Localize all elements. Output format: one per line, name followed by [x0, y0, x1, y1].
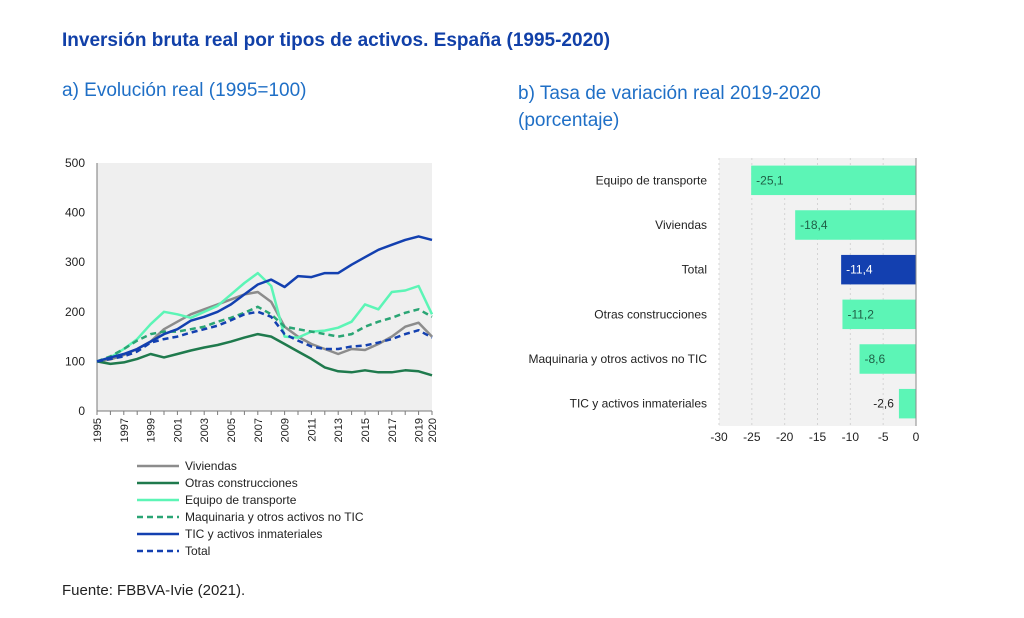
- legend-label: Equipo de transporte: [185, 493, 297, 507]
- legend-label: TIC y activos inmateriales: [185, 527, 322, 541]
- plot-area: [719, 158, 916, 426]
- x-tick-label: 1999: [146, 418, 158, 442]
- main-title: Inversión bruta real por tipos de activo…: [62, 30, 611, 51]
- y-tick-label: 100: [65, 354, 85, 368]
- legend-label: Maquinaria y otros activos no TIC: [185, 510, 364, 524]
- x-tick-label: -5: [878, 430, 889, 444]
- legend-label: Otras construcciones: [185, 476, 298, 490]
- subtitle-line-chart: a) Evolución real (1995=100): [62, 80, 307, 101]
- series-line: [96, 305, 433, 363]
- data-label: -25,1: [756, 173, 784, 187]
- x-tick-label: 2013: [333, 418, 345, 442]
- bar-chart: -30 -25 -20 -15 -10 -5 0 Equipo de transporte -2…: [528, 158, 920, 444]
- x-tick-label: -30: [710, 430, 728, 444]
- series-line: [96, 271, 434, 363]
- x-tick-label: 2005: [226, 418, 238, 442]
- y-tick-label: 0: [78, 404, 85, 418]
- data-label: -11,4: [846, 263, 873, 277]
- x-tick-label: 1997: [119, 418, 131, 442]
- x-tick-label: 2015: [360, 418, 372, 442]
- bar: [751, 165, 916, 196]
- x-tick-label: 2001: [172, 418, 184, 442]
- category-label: Otras construcciones: [594, 307, 707, 321]
- x-tick-label: 2007: [253, 418, 265, 442]
- x-tick-label: -10: [842, 430, 860, 444]
- series-line: [96, 332, 433, 377]
- data-label: -2,6: [873, 397, 894, 411]
- bar: [795, 210, 916, 240]
- subtitle-bar-chart-line2: (porcentaje): [518, 110, 620, 131]
- x-tick-label: -25: [743, 430, 761, 444]
- category-label: TIC y activos inmateriales: [570, 397, 707, 411]
- x-tick-label: 2019: [414, 418, 426, 442]
- x-tick-label: 2017: [387, 418, 399, 442]
- y-tick-label: 200: [65, 305, 85, 319]
- plot-area: [97, 163, 432, 411]
- series-line: [96, 310, 433, 363]
- bar: [842, 299, 916, 330]
- subtitle-bar-chart-line1: b) Tasa de variación real 2019-2020: [518, 83, 821, 104]
- subtitle-bar-chart: b) Tasa de variación real 2019-2020 (por…: [518, 80, 821, 134]
- bar: [841, 254, 916, 285]
- legend-label: Viviendas: [185, 459, 237, 473]
- y-tick-label: 400: [65, 206, 85, 220]
- bar: [898, 388, 916, 419]
- y-tick-label: 500: [65, 156, 85, 170]
- x-tick-label: 2003: [199, 418, 211, 442]
- category-label: Viviendas: [655, 218, 707, 232]
- x-tick-label: 2009: [280, 418, 292, 442]
- data-label: -11,2: [847, 307, 874, 321]
- series-line: [96, 235, 433, 363]
- category-label: Total: [682, 263, 707, 277]
- legend-label: Total: [185, 544, 210, 558]
- data-label: -18,4: [800, 218, 828, 232]
- x-tick-label: 0: [913, 430, 920, 444]
- source-note: Fuente: FBBVA-Ivie (2021).: [62, 582, 246, 599]
- category-label: Equipo de transporte: [596, 173, 708, 187]
- bar: [859, 344, 916, 374]
- line-chart: 0 100 200 300 400 500 1995 1997 1999 2001 2003 2005…: [65, 156, 439, 558]
- data-label: -8,6: [865, 352, 886, 366]
- x-tick-label: -15: [809, 430, 827, 444]
- x-tick-label: 2020: [427, 418, 439, 442]
- y-tick-label: 300: [65, 255, 85, 269]
- category-label: Maquinaria y otros activos no TIC: [528, 352, 707, 366]
- x-tick-label: 1995: [92, 418, 104, 442]
- x-tick-label: -20: [776, 430, 794, 444]
- x-tick-label: 2011: [306, 418, 318, 442]
